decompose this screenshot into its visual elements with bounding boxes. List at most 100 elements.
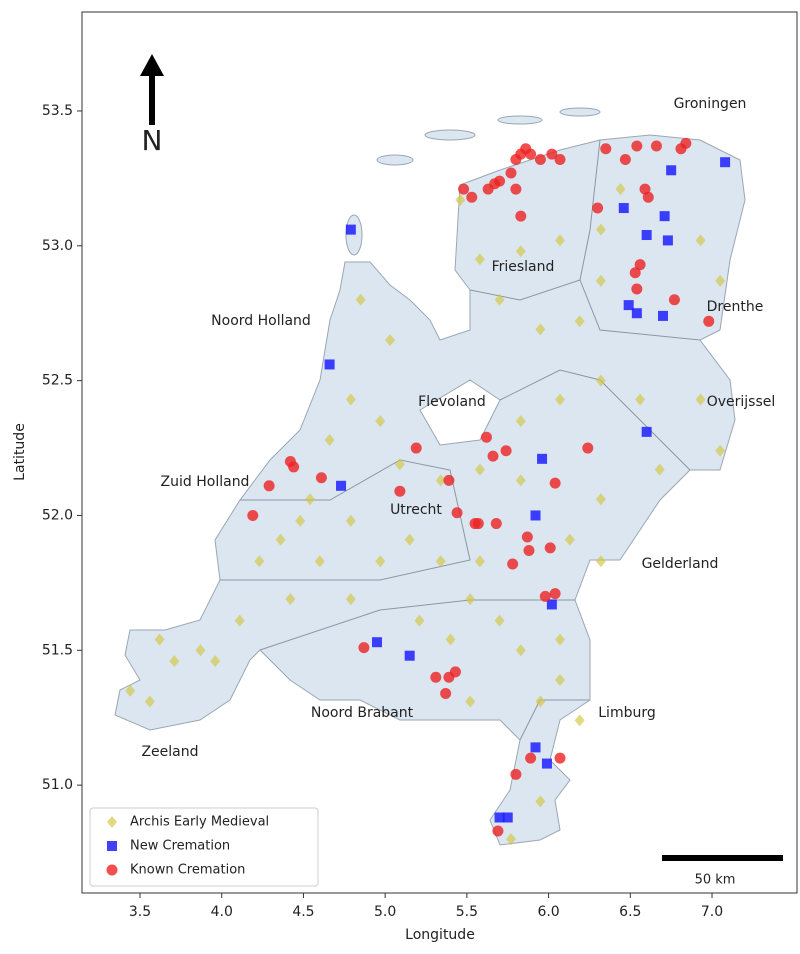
circle-marker xyxy=(510,183,522,195)
diamond-marker xyxy=(144,695,155,708)
circle-marker xyxy=(472,518,484,530)
diamond-marker xyxy=(595,274,606,287)
circle-marker xyxy=(629,267,641,279)
square-marker xyxy=(546,599,557,610)
circle-marker xyxy=(451,507,463,519)
diamond-marker xyxy=(234,614,245,627)
circle-marker xyxy=(247,509,259,521)
x-tick-label: 3.5 xyxy=(129,904,151,920)
diamond-marker xyxy=(635,393,646,406)
square-marker xyxy=(641,426,652,437)
province-label: Noord Holland xyxy=(211,313,311,329)
diamond-marker xyxy=(515,245,526,258)
diamond-marker xyxy=(506,833,516,846)
circle-marker xyxy=(600,143,612,155)
marks xyxy=(125,137,731,846)
scale-label: 50 km xyxy=(695,873,736,888)
y-tick-label: 53.5 xyxy=(42,103,73,119)
province-label: Limburg xyxy=(598,705,655,721)
legend-marker xyxy=(107,841,117,851)
y-tick-label: 52.5 xyxy=(42,373,73,389)
diamond-marker xyxy=(595,223,606,236)
scale-bar: 50 km xyxy=(662,855,783,888)
island xyxy=(559,107,601,117)
circle-marker xyxy=(430,671,442,683)
province-label: Friesland xyxy=(492,259,555,275)
diamond-marker xyxy=(555,633,566,646)
diamond-marker xyxy=(715,274,726,287)
circle-marker xyxy=(492,825,504,837)
circle-marker xyxy=(642,191,654,203)
diamond-marker xyxy=(254,555,265,568)
diamond-marker xyxy=(435,474,446,487)
x-axis-label: Longitude xyxy=(405,927,475,943)
x-tick-label: 7.0 xyxy=(701,904,723,920)
diamond-marker xyxy=(535,323,546,336)
x-tick-label: 5.5 xyxy=(456,904,478,920)
legend-marker xyxy=(106,864,118,876)
circle-marker xyxy=(523,545,535,557)
square-marker xyxy=(494,812,505,823)
circle-marker xyxy=(544,542,556,554)
circle-marker xyxy=(487,450,499,462)
square-marker xyxy=(657,310,668,321)
diamond-marker xyxy=(404,533,415,546)
diamond-marker xyxy=(654,463,665,476)
circle-marker xyxy=(507,558,519,570)
diamond-marker xyxy=(275,533,286,546)
square-marker xyxy=(541,758,552,769)
circle-marker xyxy=(490,518,502,530)
diamond-marker xyxy=(125,684,136,697)
circle-marker xyxy=(288,461,300,473)
square-marker xyxy=(623,300,634,311)
circle-marker xyxy=(394,485,406,497)
y-axis-label: Latitude xyxy=(12,423,28,481)
y-tick-label: 51.0 xyxy=(42,777,73,793)
diamond-marker xyxy=(385,334,396,347)
diamond-marker xyxy=(555,234,566,247)
circle-marker xyxy=(539,590,551,602)
square-marker xyxy=(502,812,513,823)
square-marker xyxy=(720,157,731,168)
circle-marker xyxy=(634,259,646,271)
province-label: Groningen xyxy=(674,96,747,112)
legend-label: New Cremation xyxy=(130,839,230,854)
diamond-marker xyxy=(574,315,585,328)
province-label: Zuid Holland xyxy=(161,474,250,490)
border xyxy=(499,369,691,471)
square-marker xyxy=(641,230,652,241)
diamond-marker xyxy=(535,695,546,708)
square-marker xyxy=(530,742,541,753)
north-arrow: N xyxy=(140,54,164,157)
diamond-marker xyxy=(375,555,386,568)
circle-marker xyxy=(534,154,546,166)
diamond-marker xyxy=(615,183,626,196)
diamond-marker xyxy=(695,393,706,406)
mainland xyxy=(114,134,746,846)
diamond-marker xyxy=(715,444,726,457)
circle-marker xyxy=(505,167,517,179)
circle-marker xyxy=(440,687,452,699)
diamond-marker xyxy=(435,555,446,568)
circle-marker xyxy=(668,294,680,306)
province-label: Drenthe xyxy=(707,299,764,315)
square-marker xyxy=(345,224,356,235)
province-label: Gelderland xyxy=(642,556,719,572)
circle-marker xyxy=(410,442,422,454)
square-marker xyxy=(662,235,673,246)
circle-marker xyxy=(500,445,512,457)
diamond-marker xyxy=(345,514,356,527)
diamond-marker xyxy=(515,474,526,487)
x-tick-label: 4.0 xyxy=(211,904,233,920)
circle-marker xyxy=(458,183,470,195)
diamond-marker xyxy=(595,374,606,387)
diamond-marker xyxy=(285,593,296,606)
diamond-marker xyxy=(375,415,386,428)
square-marker xyxy=(631,308,642,319)
north-label: N xyxy=(142,124,163,157)
x-tick-label: 4.5 xyxy=(292,904,314,920)
diamond-marker xyxy=(595,493,606,506)
circle-marker xyxy=(449,666,461,678)
lake xyxy=(419,379,501,446)
